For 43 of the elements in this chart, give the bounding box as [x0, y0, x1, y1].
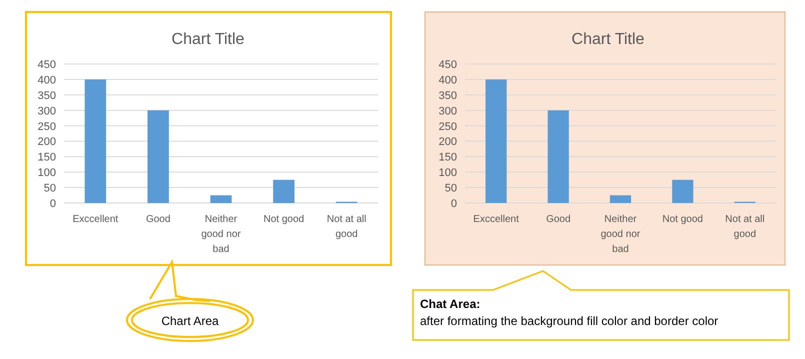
y-tick-label: 150 — [438, 152, 457, 164]
x-tick-label: Exccellent — [473, 214, 520, 225]
bar — [84, 79, 106, 203]
y-tick-label: 0 — [450, 198, 457, 210]
y-tick-label: 200 — [438, 136, 457, 148]
y-tick-label: 150 — [38, 152, 56, 164]
text: after formating the background fill color and border color — [420, 314, 718, 328]
x-tick-label: Not at all good — [326, 214, 366, 240]
y-tick-label: 350 — [438, 90, 457, 102]
text: Chart Area — [161, 314, 219, 328]
x-tick-label: Good — [546, 214, 571, 225]
y-tick-label: 300 — [38, 105, 56, 118]
bar — [610, 195, 632, 203]
y-tick-label: 100 — [38, 167, 56, 180]
y-tick-label: 300 — [438, 105, 457, 118]
y-tick-label: 450 — [438, 59, 457, 71]
y-tick-label: 350 — [38, 90, 56, 102]
bar — [548, 110, 569, 203]
x-tick-label: Not good — [264, 214, 304, 225]
x-tick-label: Exccellent — [72, 214, 118, 225]
y-tick-label: 200 — [38, 136, 56, 148]
y-tick-label: 100 — [438, 167, 457, 180]
y-tick-label: 50 — [444, 182, 457, 195]
x-tick-label: Neither good nor bad — [201, 214, 242, 255]
bar — [273, 180, 294, 203]
y-tick-label: 450 — [38, 59, 56, 71]
y-tick-label: 400 — [438, 74, 457, 86]
x-tick-label: Neither good nor bad — [600, 214, 641, 255]
y-tick-label: 400 — [38, 74, 56, 86]
chart-title: Chart Title — [572, 31, 645, 48]
y-tick-label: 50 — [44, 182, 56, 195]
x-tick-label: Not good — [662, 214, 703, 225]
bar — [672, 180, 694, 203]
y-tick-label: 250 — [38, 120, 56, 133]
bar — [148, 110, 169, 203]
y-tick-label: 0 — [50, 198, 56, 210]
bar — [486, 79, 507, 203]
x-tick-label: Not at all good — [725, 214, 765, 240]
x-tick-label: Good — [146, 214, 170, 225]
y-tick-label: 250 — [438, 120, 457, 133]
text: Chat Area: — [420, 297, 480, 311]
chart-title: Chart Title — [172, 31, 245, 48]
bar — [210, 195, 232, 203]
